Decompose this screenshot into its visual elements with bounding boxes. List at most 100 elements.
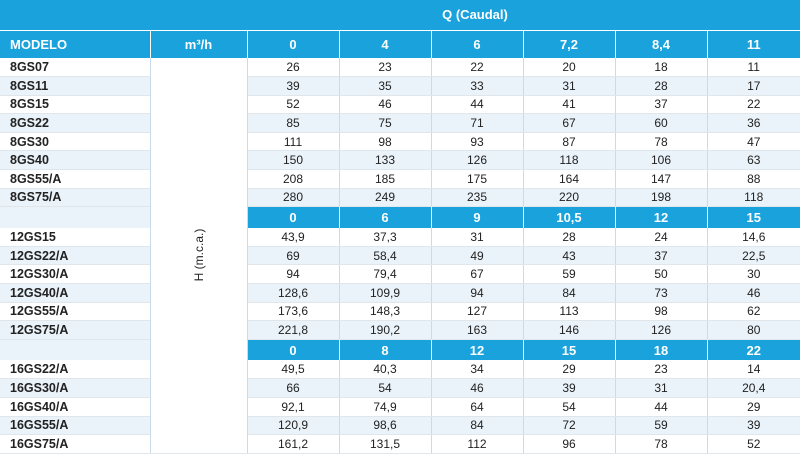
head-value-cell: 20,4 (706, 378, 800, 398)
model-name-cell: 12GS22/A (0, 246, 150, 266)
flow-header-cell: 0 (247, 206, 340, 228)
head-value-cell: 41 (522, 95, 615, 115)
head-value-cell: 43,9 (246, 227, 339, 247)
model-name-cell: 16GS40/A (0, 397, 150, 417)
head-value-cell: 221,8 (246, 320, 339, 340)
table-row: 16GS22/A 49,5 40,3 34 29 23 14 (0, 360, 800, 380)
head-value-cell: 20 (522, 58, 615, 78)
head-value-cell: 30 (706, 264, 800, 285)
flow-header-cell: 15 (523, 338, 616, 361)
flow-header-cell: 12 (615, 206, 708, 228)
head-value-cell: 49 (430, 246, 523, 266)
table-row: 8GS07 H (m.c.a.) 26 23 22 20 18 11 (0, 58, 800, 454)
head-value-cell: 79,4 (338, 264, 431, 285)
head-value-cell: 17 (706, 76, 800, 96)
head-value-cell: 93 (430, 132, 523, 152)
head-value-cell: 23 (338, 58, 431, 78)
head-value-cell: 73 (614, 283, 707, 303)
head-value-cell: 59 (522, 264, 615, 285)
head-value-cell: 49,5 (246, 360, 339, 380)
flow-header-cell: 8 (339, 338, 432, 361)
model-name-cell: 12GS30/A (0, 264, 150, 285)
head-value-cell: 84 (430, 416, 523, 436)
head-value-cell: 37 (614, 246, 707, 266)
head-value-cell: 113 (522, 302, 615, 322)
head-value-cell: 29 (522, 360, 615, 380)
head-value-cell: 28 (614, 76, 707, 96)
head-value-cell: 23 (614, 360, 707, 380)
head-value-cell: 75 (338, 113, 431, 133)
table-row: 12GS40/A 128,6 109,9 94 84 73 46 (0, 283, 800, 303)
head-value-cell: 62 (706, 302, 800, 322)
head-value-cell: 52 (246, 95, 339, 115)
head-value-cell: 185 (338, 169, 431, 189)
head-value-cell: 148,3 (338, 302, 431, 322)
table-row: 8GS22 85 75 71 67 60 36 (0, 113, 800, 133)
flow-subheader-row: 0 8 12 15 18 22 (0, 338, 800, 361)
head-value-cell: 164 (522, 169, 615, 189)
model-name-cell: 8GS55/A (0, 169, 150, 189)
head-value-cell: 208 (246, 169, 339, 189)
head-value-cell: 118 (706, 188, 800, 208)
subheader-spacer (0, 339, 150, 361)
head-value-cell: 43 (522, 246, 615, 266)
head-value-cell: 36 (706, 113, 800, 133)
head-value-cell: 280 (246, 188, 339, 208)
head-value-cell: 26 (246, 58, 339, 78)
head-value-cell: 150 (246, 150, 339, 171)
head-value-cell: 249 (338, 188, 431, 208)
head-value-cell: 46 (430, 378, 523, 398)
model-name-cell: 16GS30/A (0, 378, 150, 398)
head-value-cell: 59 (614, 416, 707, 436)
head-value-cell: 198 (614, 188, 707, 208)
head-value-cell: 127 (430, 302, 523, 322)
head-value-cell: 14,6 (706, 227, 800, 247)
table-row: 12GS15 43,9 37,3 31 28 24 14,6 (0, 227, 800, 247)
table-row: 12GS30/A 94 79,4 67 59 50 30 (0, 264, 800, 285)
head-value-cell: 11 (706, 58, 800, 78)
head-value-cell: 128,6 (246, 283, 339, 303)
flow-header-cell: 0 (247, 338, 340, 361)
head-value-cell: 39 (246, 76, 339, 96)
model-name-cell: 16GS55/A (0, 416, 150, 436)
table-row: 8GS55/A 208 185 175 164 147 88 (0, 169, 800, 189)
head-value-cell: 118 (522, 150, 615, 171)
head-value-cell: 22 (430, 58, 523, 78)
flow-header-cell: 18 (615, 338, 708, 361)
table-row: 8GS75/A 280 249 235 220 198 118 (0, 188, 800, 208)
table-row: 16GS30/A 66 54 46 39 31 20,4 (0, 378, 800, 398)
table-row: 8GS30 111 98 93 87 78 47 (0, 132, 800, 152)
head-value-cell: 71 (430, 113, 523, 133)
head-value-cell: 87 (522, 132, 615, 152)
head-value-cell: 94 (430, 283, 523, 303)
head-value-cell: 235 (430, 188, 523, 208)
head-value-cell: 96 (522, 434, 615, 454)
head-value-cell: 46 (706, 283, 800, 303)
head-value-cell: 66 (246, 378, 339, 398)
head-value-cell: 31 (522, 76, 615, 96)
head-value-cell: 35 (338, 76, 431, 96)
head-value-cell: 67 (430, 264, 523, 285)
flow-header-cell: 4 (339, 30, 432, 58)
model-name-cell: 16GS75/A (0, 434, 150, 454)
head-value-cell: 98 (338, 132, 431, 152)
head-value-cell: 74,9 (338, 397, 431, 417)
head-value-cell: 72 (522, 416, 615, 436)
head-value-cell: 24 (614, 227, 707, 247)
head-value-cell: 131,5 (338, 434, 431, 454)
table-row: 12GS55/A 173,6 148,3 127 113 98 62 (0, 302, 800, 322)
table-row: 16GS75/A 161,2 131,5 112 96 78 52 (0, 434, 800, 454)
head-value-cell: 146 (522, 320, 615, 340)
head-value-cell: 120,9 (246, 416, 339, 436)
table-row: 16GS40/A 92,1 74,9 64 54 44 29 (0, 397, 800, 417)
head-value-cell: 163 (430, 320, 523, 340)
header-corner (0, 0, 150, 31)
flow-subheader-row: 0 6 9 10,5 12 15 (0, 206, 800, 228)
head-value-cell: 80 (706, 320, 800, 340)
model-name-cell: 12GS15 (0, 227, 150, 247)
flow-header-cell: 8,4 (615, 30, 708, 58)
head-value-cell: 33 (430, 76, 523, 96)
head-value-cell: 84 (522, 283, 615, 303)
flow-header-cell: 11 (707, 30, 800, 58)
